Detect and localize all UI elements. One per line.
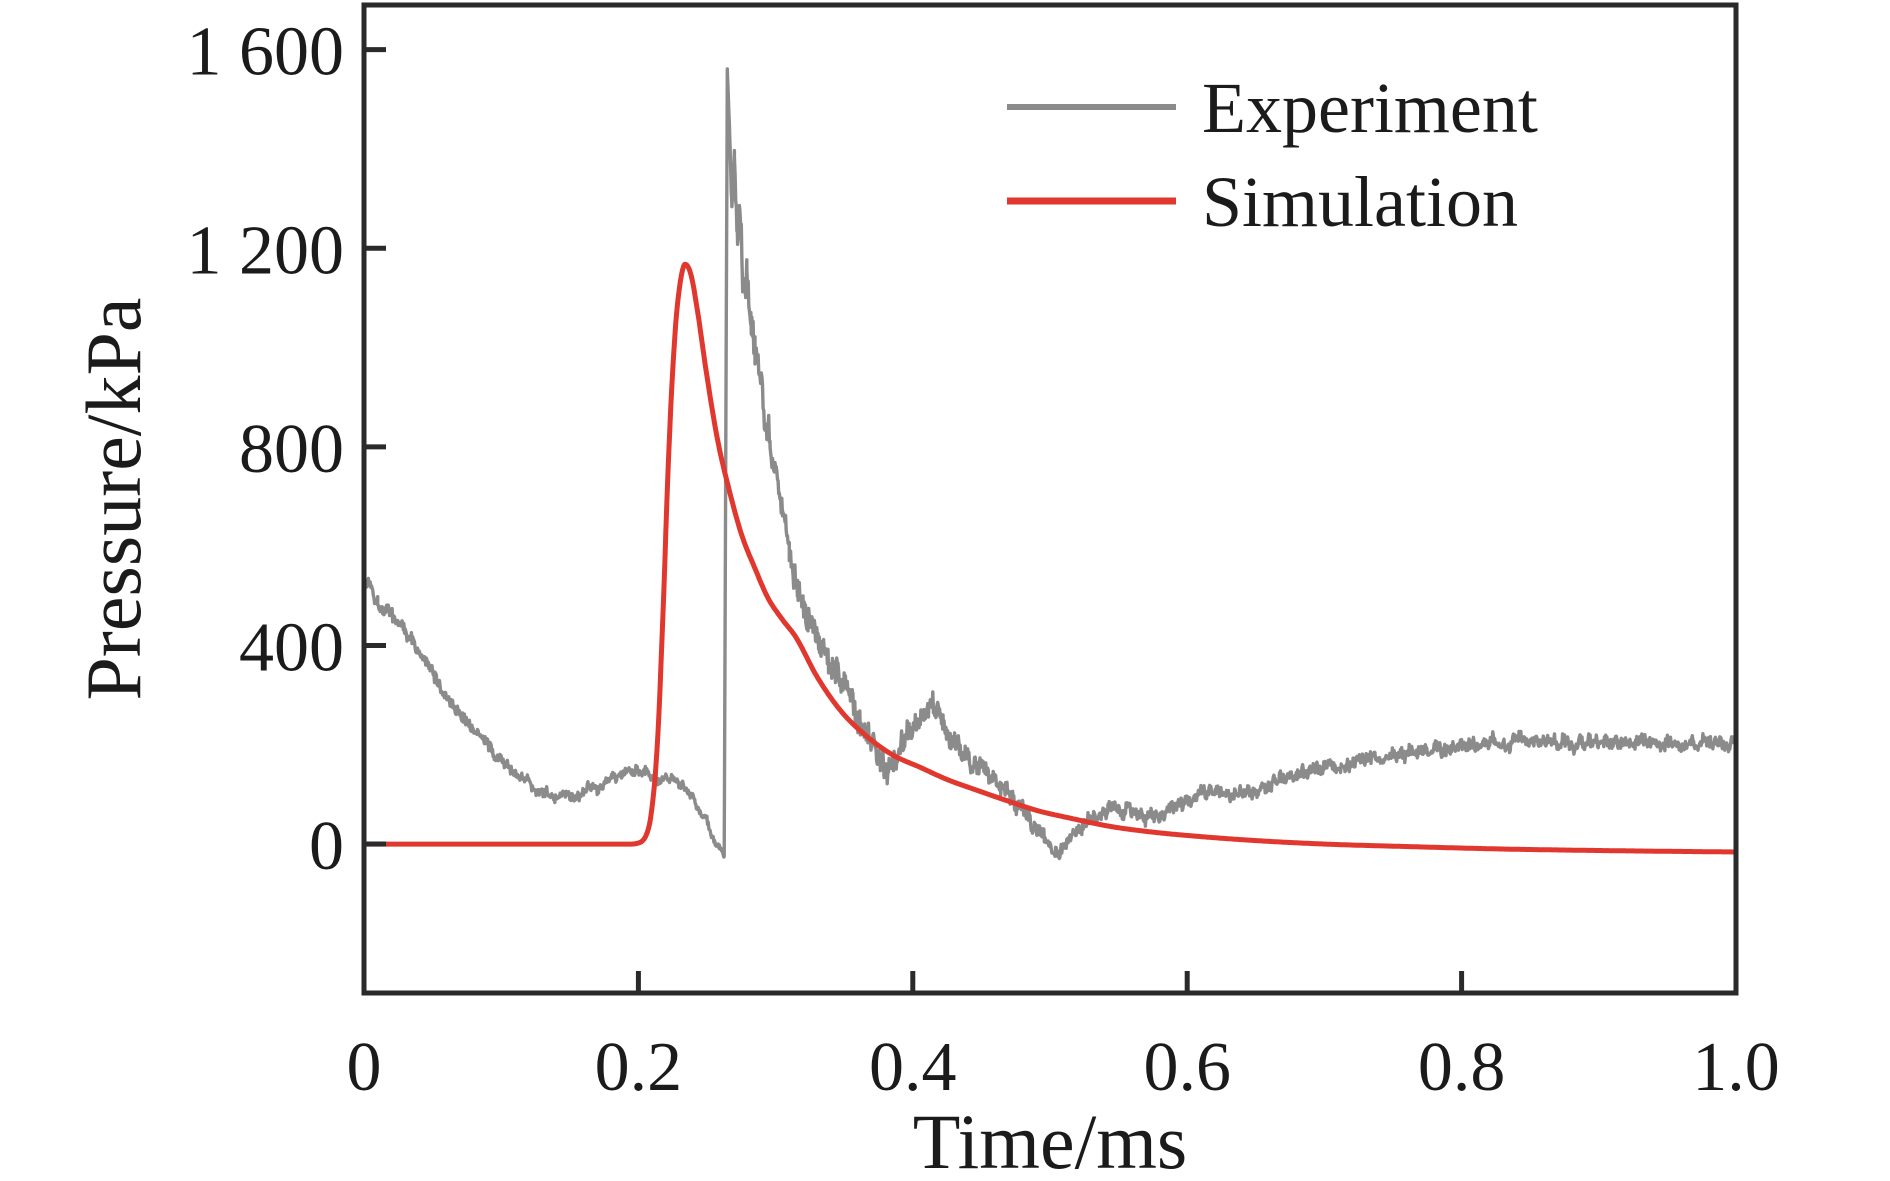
x-tick-label: 0 [347, 1029, 382, 1106]
y-tick-label: 800 [239, 411, 344, 488]
x-tick-label: 0.2 [595, 1029, 683, 1106]
y-axis-ticks [366, 47, 386, 847]
x-tick-label: 1.0 [1692, 1029, 1780, 1106]
x-axis-title: Time/ms [913, 1098, 1188, 1181]
legend-simulation-label: Simulation [1202, 162, 1518, 242]
y-tick-label: 400 [239, 609, 344, 686]
series-lines [364, 67, 1736, 861]
x-tick-label: 0.4 [869, 1029, 957, 1106]
plot-border [361, 2, 1739, 996]
x-tick-label: 0.8 [1418, 1029, 1506, 1106]
plot-background [364, 5, 1736, 993]
y-axis-title: Pressure/kPa [70, 298, 157, 701]
experiment-line [364, 67, 1736, 861]
x-tick-labels: 0 0.2 0.4 0.6 0.8 1.0 [347, 1029, 1780, 1106]
y-tick-labels: 0 400 800 1 200 1 600 [187, 14, 345, 885]
x-axis-ticks [635, 971, 1465, 991]
simulation-line [364, 261, 1736, 855]
y-tick-label: 1 600 [187, 14, 345, 91]
y-tick-label: 0 [309, 808, 344, 885]
y-tick-label: 1 200 [187, 212, 345, 289]
legend-experiment-label: Experiment [1202, 68, 1538, 148]
x-tick-label: 0.6 [1143, 1029, 1231, 1106]
legend: Experiment Simulation [1007, 68, 1538, 242]
